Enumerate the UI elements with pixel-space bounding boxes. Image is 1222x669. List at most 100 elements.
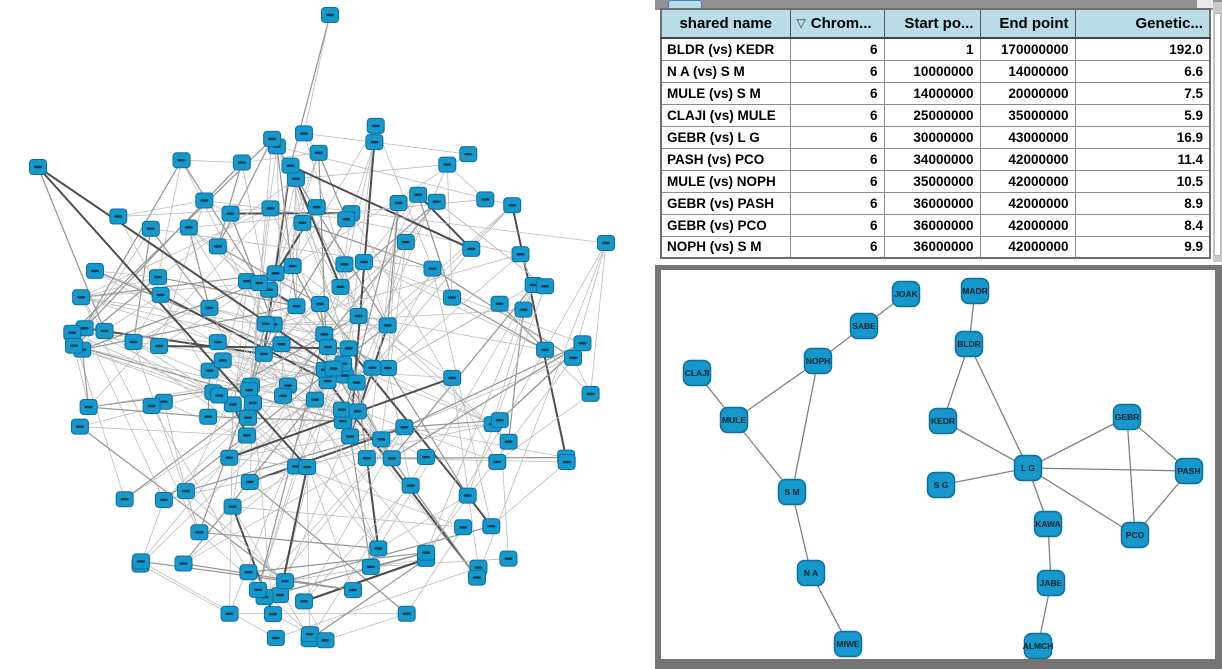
network-edge[interactable]	[229, 213, 275, 325]
network-edge[interactable]	[118, 200, 205, 217]
network-edge[interactable]	[273, 253, 521, 325]
network-node[interactable]	[597, 235, 615, 251]
network-edge[interactable]	[371, 248, 472, 369]
network-node[interactable]	[248, 581, 267, 598]
network-node[interactable]	[459, 146, 478, 163]
network-node[interactable]	[274, 387, 293, 404]
network-edge[interactable]	[185, 265, 294, 492]
network-edge[interactable]	[349, 436, 372, 567]
network-node[interactable]	[467, 569, 486, 586]
network-edge[interactable]	[391, 284, 535, 459]
network-edge[interactable]	[292, 125, 377, 267]
network-node[interactable]	[223, 498, 242, 515]
network-edge[interactable]	[303, 14, 331, 134]
network-node[interactable]	[309, 144, 328, 161]
network-node[interactable]	[276, 573, 295, 590]
network-edge[interactable]	[140, 561, 277, 639]
network-node[interactable]	[239, 564, 258, 581]
network-node-n-a[interactable]: N A	[796, 559, 826, 587]
network-edge[interactable]	[590, 242, 607, 394]
network-edge[interactable]	[199, 531, 379, 550]
network-node-almch[interactable]: ALMCH	[1023, 632, 1054, 659]
network-edge[interactable]	[257, 466, 297, 590]
network-node[interactable]	[514, 301, 533, 318]
network-node[interactable]	[210, 387, 229, 404]
network-node[interactable]	[490, 295, 509, 312]
network-edge[interactable]	[404, 426, 567, 459]
network-node[interactable]	[237, 427, 256, 444]
network-node[interactable]	[458, 487, 477, 504]
network-node[interactable]	[283, 258, 302, 275]
network-node[interactable]	[409, 186, 428, 203]
network-node-gebr[interactable]: GEBR	[1112, 403, 1142, 431]
network-node[interactable]	[557, 454, 576, 471]
network-edge[interactable]	[82, 305, 297, 351]
network-edge[interactable]	[358, 315, 509, 442]
network-edge[interactable]	[365, 458, 380, 549]
network-edge[interactable]	[257, 380, 329, 590]
network-node-madr[interactable]: MADR	[960, 277, 990, 305]
network-edge[interactable]	[188, 227, 211, 309]
network-edge[interactable]	[257, 426, 405, 591]
network-edge[interactable]	[282, 395, 354, 591]
network-edge[interactable]	[406, 527, 464, 614]
network-node[interactable]	[339, 340, 358, 357]
network-node[interactable]	[195, 192, 214, 209]
network-node[interactable]	[482, 518, 501, 535]
network-node-sabe[interactable]: SABE	[849, 312, 879, 340]
network-edge[interactable]	[73, 345, 344, 422]
network-node[interactable]	[124, 333, 143, 350]
network-node-joak[interactable]: JOAK	[891, 280, 921, 308]
network-edge[interactable]	[217, 341, 316, 401]
network-node[interactable]	[220, 605, 239, 622]
network-node[interactable]	[347, 374, 366, 391]
network-edge[interactable]	[497, 393, 591, 463]
network-node[interactable]	[300, 626, 319, 643]
subnetwork-canvas[interactable]: JOAK SABE NOPH CLAJI MULE S M N A MIWE MADR BLDR K…	[661, 270, 1215, 659]
network-node-kedr[interactable]: KEDR	[928, 407, 958, 435]
network-edge[interactable]	[372, 367, 493, 425]
network-node[interactable]	[232, 154, 251, 171]
network-edge[interactable]	[213, 380, 328, 393]
network-node[interactable]	[287, 298, 306, 315]
network-edge[interactable]	[81, 276, 159, 298]
network-node[interactable]	[454, 519, 473, 536]
network-node[interactable]	[72, 289, 91, 306]
network-node-bldr[interactable]: BLDR	[954, 330, 984, 358]
network-node-mule[interactable]: MULE	[719, 406, 749, 434]
network-node[interactable]	[263, 130, 282, 147]
network-edge[interactable]	[249, 481, 408, 615]
network-edge[interactable]	[791, 360, 819, 493]
network-node-s-m[interactable]: S M	[777, 478, 807, 506]
network-node[interactable]	[389, 194, 408, 211]
column-header[interactable]: shared name	[660, 8, 791, 39]
network-edge[interactable]	[229, 409, 343, 459]
network-node[interactable]	[536, 341, 555, 358]
network-edge[interactable]	[140, 385, 289, 562]
network-node-l-g[interactable]: L G	[1013, 454, 1043, 482]
network-node[interactable]	[357, 450, 376, 467]
network-edge[interactable]	[340, 286, 509, 442]
network-node[interactable]	[179, 219, 198, 236]
network-node[interactable]	[366, 117, 385, 134]
network-edge[interactable]	[357, 268, 433, 412]
network-node[interactable]	[369, 540, 388, 557]
network-node[interactable]	[220, 449, 239, 466]
network-node-miwe[interactable]: MIWE	[833, 630, 863, 658]
network-node[interactable]	[382, 450, 401, 467]
network-edge[interactable]	[363, 194, 419, 263]
network-edge[interactable]	[118, 207, 271, 217]
network-edge[interactable]	[157, 276, 297, 307]
network-edge[interactable]	[292, 153, 469, 267]
network-node[interactable]	[294, 125, 313, 142]
network-edge[interactable]	[217, 162, 243, 247]
network-node[interactable]	[511, 246, 530, 263]
network-edge[interactable]	[1027, 416, 1128, 469]
network-edge[interactable]	[292, 265, 359, 317]
network-node[interactable]	[490, 412, 509, 429]
network-edge[interactable]	[287, 385, 427, 553]
network-edge[interactable]	[264, 426, 405, 598]
network-node[interactable]	[363, 359, 382, 376]
network-edge[interactable]	[295, 178, 297, 307]
network-edge[interactable]	[302, 222, 341, 288]
